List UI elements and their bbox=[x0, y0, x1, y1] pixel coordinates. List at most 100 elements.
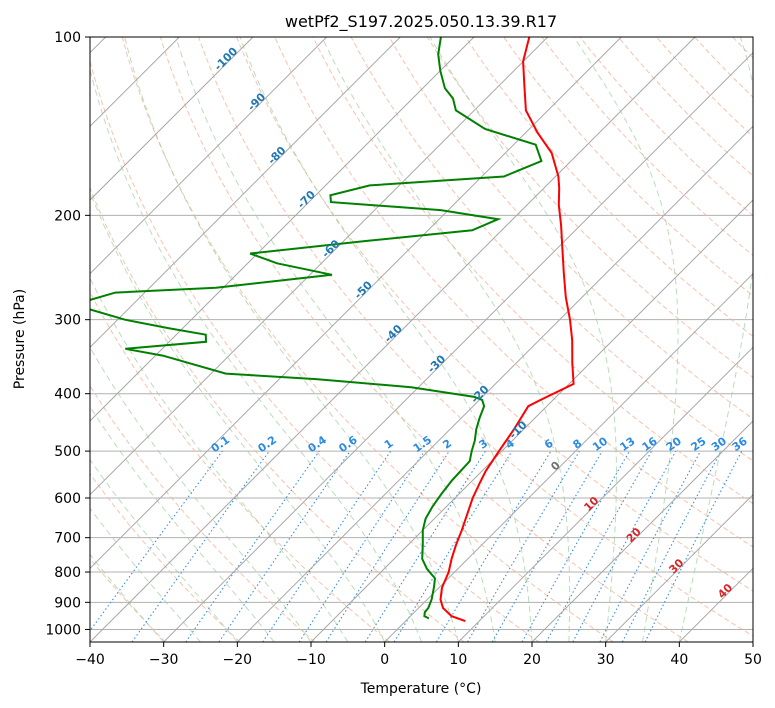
isotherm-label: -100 bbox=[212, 44, 241, 73]
dry-adiabat bbox=[771, 37, 775, 642]
mixing-ratio-label: 0.2 bbox=[256, 433, 279, 455]
isotherm-label: -50 bbox=[352, 278, 375, 301]
moist-adiabat bbox=[90, 346, 312, 642]
mixing-ratio-line bbox=[644, 450, 743, 642]
moist-adiabat bbox=[90, 277, 349, 642]
dry-adiabat bbox=[90, 186, 465, 642]
isotherm-label: 10 bbox=[581, 494, 601, 514]
plot-area: 0.1 0.2 0.4 0.6 1 1.5 2 3 4 6 8 10 13 16 20 25 30 36-100-… bbox=[90, 37, 775, 642]
isotherm bbox=[90, 37, 475, 422]
dry-adiabat bbox=[236, 37, 753, 592]
line-labels: 0.1 0.2 0.4 0.6 1 1.5 2 3 4 6 8 10 13 16 20 25 30 36-100-… bbox=[209, 44, 750, 601]
isotherm-label: -30 bbox=[425, 352, 448, 375]
y-tick-label: 600 bbox=[54, 491, 81, 507]
mixing-ratio-line bbox=[90, 450, 223, 632]
x-tick-label: 20 bbox=[523, 652, 541, 668]
dry-adiabat bbox=[90, 291, 390, 642]
mixing-ratio-line bbox=[621, 450, 722, 642]
isotherm-label: -70 bbox=[295, 188, 318, 211]
x-tick-label: −40 bbox=[75, 652, 105, 668]
x-axis-label: Temperature (°C) bbox=[360, 681, 482, 697]
chart-title: wetPf2_S197.2025.050.13.39.R17 bbox=[285, 12, 557, 32]
mixing-ratio-label: 0.4 bbox=[306, 433, 330, 455]
x-axis-ticks: −40 −30 −20 −10 0 10 20 30 40 50 bbox=[75, 642, 762, 668]
isotherm bbox=[90, 37, 696, 642]
x-tick-label: 10 bbox=[449, 652, 467, 668]
y-axis-ticks: 100 200 300 400 500 600 700 800 900 1000 bbox=[45, 30, 90, 638]
y-axis-label: Pressure (hPa) bbox=[12, 289, 28, 389]
dry-adiabat bbox=[541, 37, 753, 257]
y-tick-label: 100 bbox=[54, 30, 81, 46]
isotherm bbox=[678, 567, 753, 642]
moist-adiabat bbox=[678, 37, 753, 642]
moist-adiabat bbox=[90, 405, 275, 642]
moist-adiabat bbox=[90, 507, 201, 642]
dry-adiabat bbox=[388, 37, 753, 420]
isotherm bbox=[384, 272, 753, 642]
mixing-ratio-line bbox=[545, 450, 653, 642]
mixing-ratio-label: 6 bbox=[542, 437, 556, 452]
isotherm bbox=[90, 37, 401, 349]
dry-adiabat bbox=[503, 37, 753, 297]
mixing-ratio-label: 1 bbox=[382, 437, 396, 452]
x-tick-label: 50 bbox=[744, 652, 762, 668]
moist-adiabats bbox=[90, 37, 753, 642]
isotherm bbox=[310, 199, 753, 642]
plot-frame bbox=[89, 36, 754, 643]
dry-adiabat bbox=[90, 384, 316, 642]
isotherm bbox=[90, 37, 328, 275]
mixing-ratio-line bbox=[325, 450, 450, 642]
moist-adiabat bbox=[90, 553, 165, 642]
sounding-series bbox=[90, 37, 575, 623]
temperature-line bbox=[439, 37, 575, 623]
mixing-ratio-label: 0.6 bbox=[336, 433, 360, 455]
isotherm-lines bbox=[90, 37, 753, 642]
y-tick-label: 200 bbox=[54, 208, 81, 224]
moist-adiabat bbox=[90, 190, 386, 642]
y-tick-label: 700 bbox=[54, 531, 81, 547]
dry-adiabat bbox=[732, 37, 753, 59]
moist-adiabat bbox=[90, 67, 422, 642]
y-tick-label: 300 bbox=[54, 313, 81, 329]
dry-adiabat bbox=[274, 37, 753, 548]
mixing-ratio-line bbox=[572, 450, 677, 642]
mixing-ratio-line bbox=[262, 450, 392, 642]
x-tick-label: 0 bbox=[380, 652, 389, 668]
x-tick-label: −30 bbox=[149, 652, 179, 668]
dry-adiabat bbox=[90, 557, 166, 642]
isotherm-label: -80 bbox=[265, 144, 288, 167]
mixing-ratio-line bbox=[393, 450, 513, 642]
isotherm bbox=[752, 641, 753, 642]
isotherm bbox=[90, 37, 622, 570]
x-tick-label: 30 bbox=[597, 652, 615, 668]
x-tick-label: −20 bbox=[223, 652, 253, 668]
y-tick-label: 1000 bbox=[45, 622, 81, 638]
dry-adiabat bbox=[159, 37, 689, 642]
isotherm bbox=[236, 125, 753, 642]
dry-adiabat bbox=[426, 37, 753, 379]
isotherm-label: 20 bbox=[624, 525, 644, 545]
dry-adiabat bbox=[694, 37, 753, 98]
isotherm bbox=[531, 420, 753, 642]
isotherm bbox=[163, 51, 753, 642]
moist-adiabat bbox=[175, 37, 496, 642]
isotherm bbox=[457, 346, 753, 642]
isotherm bbox=[90, 37, 254, 201]
mixing-ratio-label: 2 bbox=[440, 437, 454, 452]
mixing-ratio-line bbox=[131, 450, 270, 642]
mixing-ratio-label: 0.1 bbox=[209, 433, 232, 455]
isotherm-label: 30 bbox=[666, 556, 686, 576]
dry-adiabats bbox=[90, 37, 775, 642]
mixing-ratio-line bbox=[521, 450, 630, 642]
x-tick-label: 40 bbox=[670, 652, 688, 668]
mixing-ratio-line bbox=[298, 450, 425, 642]
isotherm-label: -20 bbox=[468, 383, 491, 406]
dry-adiabat bbox=[121, 37, 614, 642]
moist-adiabat bbox=[90, 458, 238, 642]
moist-adiabat bbox=[321, 37, 571, 642]
y-tick-label: 400 bbox=[54, 387, 81, 403]
dry-adiabat bbox=[198, 37, 753, 637]
mixing-ratio-line bbox=[185, 450, 320, 642]
x-tick-label: −10 bbox=[296, 652, 326, 668]
